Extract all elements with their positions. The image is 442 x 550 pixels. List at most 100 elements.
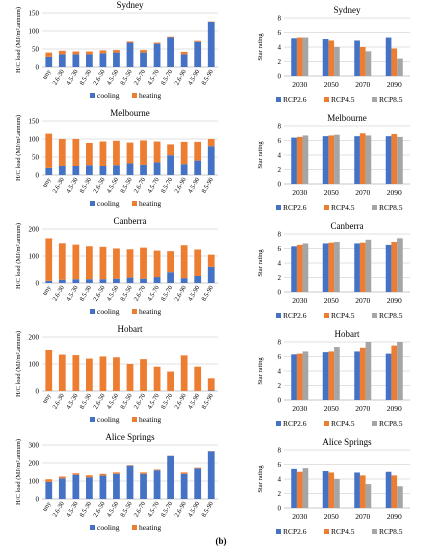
chart-canberra-hc-load-bar-heating <box>72 244 80 280</box>
chart-canberra-hc-load-ytick-label: 0 <box>36 280 40 288</box>
chart-alice-springs-hc-load-legend-swatch-heating <box>132 525 137 530</box>
chart-hobart-star-rating-bar-rcp45 <box>328 351 335 400</box>
chart-hobart-hc-load-bar-cooling <box>207 390 215 391</box>
chart-melbourne-hc-load-bar-heating <box>140 140 147 165</box>
chart-melbourne-hc-load-bar-heating <box>113 140 120 166</box>
chart-melbourne-hc-load-bar-cooling <box>72 166 80 175</box>
chart-alice-springs-hc-load-bar-cooling <box>207 451 215 499</box>
chart-melbourne-star-rating-legend-swatch-rcp85 <box>372 205 377 210</box>
chart-melbourne-star-rating-ytick-label: 4 <box>278 152 282 160</box>
chart-canberra-hc-load-category-label: 4.5-30 <box>65 285 79 303</box>
chart-melbourne-star-rating-bar-rcp85 <box>334 134 340 184</box>
chart-alice-springs-hc-load-legend-heating: heating <box>139 523 161 532</box>
chart-hobart-star-rating-legend-rcp26: RCP2.6 <box>283 419 307 428</box>
chart-alice-springs-star-rating-category-label: 2030 <box>292 512 307 521</box>
chart-hobart-hc-load-bar-heating <box>126 364 134 391</box>
chart-sydney-star-rating-bar-rcp85 <box>397 58 403 76</box>
chart-canberra-hc-load-bar-cooling <box>167 272 174 283</box>
chart-sydney-star-rating-bar-rcp85 <box>334 47 340 76</box>
chart-canberra-hc-load-category-label: 8.5-90 <box>201 285 215 303</box>
chart-hobart-hc-load-category-label: 2.6-90 <box>173 393 187 411</box>
chart-canberra-hc-load-bar-cooling <box>126 277 134 283</box>
chart-hobart-hc-load-legend-swatch-heating <box>132 417 137 422</box>
chart-hobart-hc-load-bar-heating <box>194 366 202 391</box>
chart-hobart-star-rating-ytick-label: 8 <box>278 339 282 347</box>
chart-alice-springs-star-rating-legend-rcp45: RCP4.5 <box>331 527 355 536</box>
chart-melbourne-hc-load-category-label: 2.6-90 <box>173 177 187 195</box>
chart-hobart-star-rating-legend-swatch-rcp26 <box>276 421 281 426</box>
chart-hobart-star-rating-bar-rcp85 <box>334 347 340 400</box>
chart-sydney-hc-load-bar-cooling <box>194 41 202 67</box>
chart-alice-springs-hc-load-bar-cooling <box>153 470 161 499</box>
chart-sydney-hc-load-ytick-label: 50 <box>32 46 40 54</box>
chart-alice-springs-star-rating-bar-rcp85 <box>334 479 340 508</box>
chart-melbourne-hc-load-category-label: 4.5-50 <box>106 177 120 195</box>
chart-sydney-hc-load-bar-heating <box>126 41 134 43</box>
chart-alice-springs-hc-load-ytick-label: 300 <box>29 442 40 450</box>
chart-hobart-star-rating-legend-rcp85: RCP8.5 <box>379 419 403 428</box>
chart-sydney-star-rating-bar-rcp26 <box>322 39 329 76</box>
chart-melbourne-hc-load-bar-cooling <box>113 165 120 175</box>
chart-sydney-hc-load-legend-swatch-cooling <box>90 93 95 98</box>
chart-alice-springs-star-rating-legend-swatch-rcp85 <box>372 529 377 534</box>
chart-hobart-hc-load-legend-swatch-cooling <box>90 417 95 422</box>
chart-hobart-hc-load-bar-heating <box>45 349 53 391</box>
chart-sydney-hc-load-category-label: 8.5-50 <box>119 69 133 87</box>
chart-alice-springs-star-rating-ytick-label: 8 <box>278 447 282 455</box>
chart-sydney-star-rating-legend-swatch-rcp45 <box>324 97 329 102</box>
chart-melbourne-star-rating-legend-rcp85: RCP8.5 <box>379 203 403 212</box>
chart-alice-springs-hc-load-category-label: 2.6-70 <box>133 501 147 519</box>
chart-alice-springs-hc-load-bar-heating <box>113 472 120 474</box>
chart-melbourne-star-rating-bar-rcp45 <box>296 136 303 184</box>
chart-canberra-hc-load-bar-cooling <box>194 275 202 283</box>
chart-sydney-star-rating-category-label: 2050 <box>324 80 339 89</box>
chart-sydney-hc-load-category-label: 8.5-70 <box>160 69 174 87</box>
chart-sydney-hc-load-category-label: 2.6-70 <box>133 69 147 87</box>
chart-alice-springs-star-rating-legend-swatch-rcp26 <box>276 529 281 534</box>
chart-canberra-star-rating-legend-swatch-rcp26 <box>276 313 281 318</box>
chart-alice-springs-hc-load-bar-cooling <box>58 478 66 499</box>
chart-hobart-hc-load-category-label: 8.5-30 <box>79 393 93 411</box>
chart-alice-springs-hc-load-bar-heating <box>58 476 66 479</box>
chart-canberra-star-rating-ytick-label: 8 <box>278 231 282 239</box>
chart-melbourne-star-rating-category-label: 2030 <box>292 188 307 197</box>
chart-hobart-hc-load-bar-heating <box>140 359 147 391</box>
chart-melbourne-star-rating-bar-rcp45 <box>391 133 398 184</box>
chart-alice-springs-hc-load-ytick-label: 100 <box>29 478 40 486</box>
chart-hobart-star-rating-ytick-label: 6 <box>278 353 282 361</box>
chart-sydney-star-rating-bar-rcp45 <box>391 48 398 76</box>
chart-melbourne-star-rating-legend-swatch-rcp45 <box>324 205 329 210</box>
chart-melbourne-hc-load-legend-heating: heating <box>139 199 161 208</box>
chart-alice-springs-star-rating-ylabel: Star rating <box>257 465 264 493</box>
chart-melbourne-hc-load-ytick-label: 100 <box>29 136 40 144</box>
chart-sydney-hc-load-ytick-label: 0 <box>36 64 40 72</box>
chart-melbourne-star-rating-bar-rcp85 <box>365 135 372 184</box>
chart-hobart-hc-load-ytick-label: 200 <box>29 334 40 342</box>
chart-canberra-star-rating-bar-rcp85 <box>397 238 403 292</box>
chart-sydney-hc-load-category-label: 2.6-90 <box>173 69 187 87</box>
chart-alice-springs-star-rating-title: Alice Springs <box>322 437 372 447</box>
chart-canberra-hc-load-bar-cooling <box>153 277 161 283</box>
chart-melbourne-hc-load-bar-cooling <box>86 165 93 175</box>
chart-alice-springs-hc-load-title: Alice Springs <box>105 432 155 442</box>
chart-sydney-hc-load-ylabel: H/C load (MJ/m².annum) <box>15 7 22 73</box>
chart-canberra-hc-load-bar-cooling <box>45 280 53 283</box>
chart-canberra-hc-load-ylabel: H/C load (MJ/m².annum) <box>15 223 22 289</box>
chart-sydney-hc-load-bar-cooling <box>58 54 66 67</box>
chart-melbourne-star-rating-ytick-label: 0 <box>278 181 282 189</box>
chart-canberra-hc-load-category-label: 2.6-90 <box>173 285 187 303</box>
chart-melbourne-hc-load-bar-cooling <box>99 166 107 175</box>
chart-hobart-hc-load-title: Hobart <box>118 324 143 334</box>
chart-hobart-star-rating-bar-rcp26 <box>354 351 360 400</box>
chart-sydney-hc-load-category-label: 4.5-90 <box>187 69 201 87</box>
chart-sydney-hc-load-bar-cooling <box>153 43 161 67</box>
chart-hobart-star-rating-category-label: 2030 <box>292 404 307 413</box>
chart-alice-springs-hc-load-bar-heating <box>72 473 80 475</box>
chart-alice-springs-hc-load-ytick-label: 0 <box>36 496 40 504</box>
chart-alice-springs-hc-load-category-label: 8.5-50 <box>119 501 133 519</box>
chart-canberra-hc-load-bar-cooling <box>140 278 147 283</box>
chart-alice-springs-hc-load-bar-cooling <box>140 473 147 499</box>
chart-melbourne-hc-load-bar-heating <box>45 133 53 168</box>
chart-canberra-hc-load-bar-heating <box>140 247 147 279</box>
chart-alice-springs-hc-load-ytick-label: 200 <box>29 460 40 468</box>
